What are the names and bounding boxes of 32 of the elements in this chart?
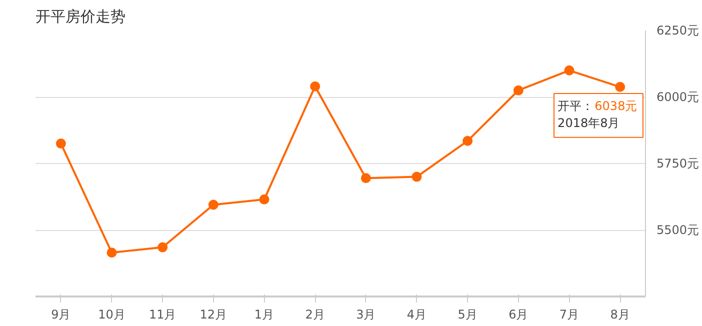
x-tick-label: 6月 [508, 308, 528, 322]
chart-title: 开平房价走势 [36, 8, 126, 26]
point [56, 138, 66, 149]
x-tick-label: 7月 [559, 308, 580, 322]
point [208, 200, 218, 210]
point [310, 81, 320, 92]
x-tick-label: 1月 [254, 308, 274, 322]
y-tick-label: 5750元 [656, 156, 700, 170]
x-tick-label: 3月 [356, 308, 376, 322]
x-tick-label: 8月 [610, 308, 630, 322]
x-tick-label: 5月 [458, 308, 478, 322]
data-label: 6038元 [594, 98, 638, 113]
x-tick-label: 4月 [406, 308, 427, 322]
point [513, 85, 524, 96]
x-tick-label: 11月 [148, 308, 176, 322]
x-tick-label: 12月 [200, 308, 228, 322]
series-label: 开平： [558, 98, 594, 113]
point [615, 82, 626, 92]
point [412, 172, 422, 182]
point [360, 173, 371, 184]
annotation: 2018年8月 [558, 116, 620, 130]
y-tick-label: 6250元 [656, 24, 700, 38]
x-tick-label: 10月 [98, 308, 126, 322]
point [259, 194, 270, 204]
point [158, 242, 168, 252]
y-tick-label: 6000元 [656, 90, 700, 104]
point [106, 248, 117, 258]
point [462, 136, 473, 146]
x-tick-label: 9月 [51, 308, 71, 322]
y-tick-label: 5500元 [656, 223, 700, 237]
point [564, 65, 574, 76]
x-tick-label: 2月 [305, 308, 325, 322]
